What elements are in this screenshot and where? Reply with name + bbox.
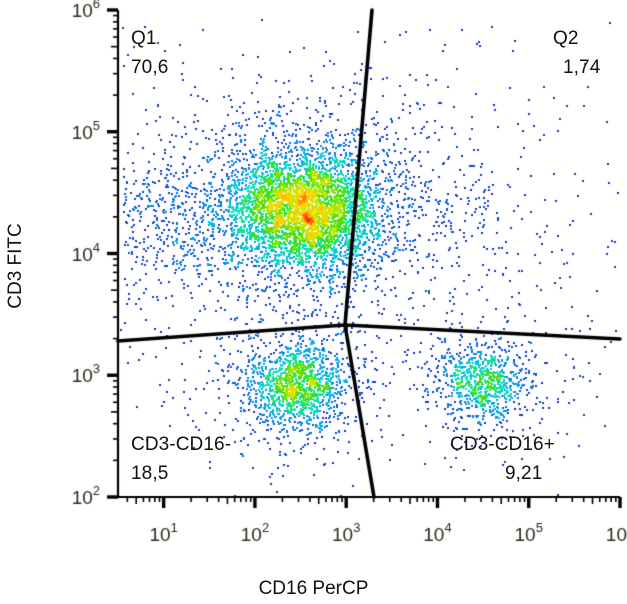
x-axis-title: CD16 PerCP	[0, 578, 627, 600]
quadrant-label-cd3-cd16-neg: CD3-CD16-	[131, 434, 232, 455]
y-axis-title: CD3 FITC	[0, 223, 86, 309]
quadrant-percent-cd3-cd16-pos: 9,21	[505, 463, 543, 484]
quadrant-label-q1: Q1	[131, 28, 157, 49]
quadrant-label-cd3-cd16-pos: CD3-CD16+	[450, 434, 555, 455]
y-axis-title-text: CD3 FITC	[5, 223, 26, 309]
quadrant-percent-cd3-cd16-neg: 18,5	[131, 463, 169, 484]
quadrant-label-q2: Q2	[553, 28, 579, 49]
x-axis-title-text: CD16 PerCP	[258, 578, 369, 599]
quadrant-percent-q1: 70,6	[131, 57, 169, 78]
quadrant-percent-q2: 1,74	[563, 57, 601, 78]
